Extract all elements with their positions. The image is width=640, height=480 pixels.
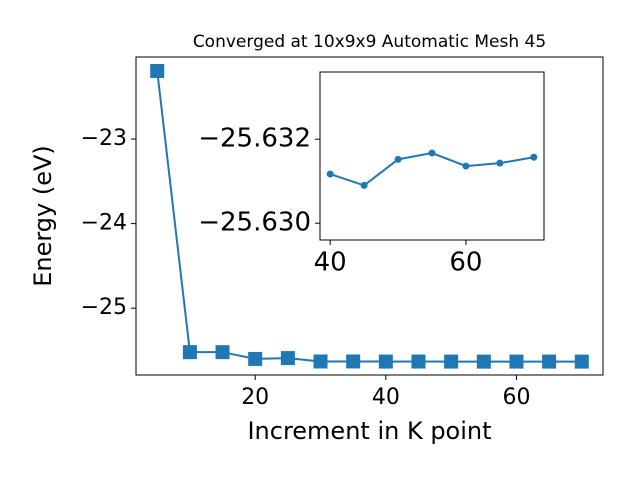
- y-tick-label: −25: [81, 295, 127, 320]
- marker: [150, 63, 165, 78]
- y-tick-label: −23: [81, 126, 127, 151]
- x-tick-label: 60: [502, 385, 530, 410]
- marker: [542, 354, 557, 369]
- x-tick-label: 60: [449, 248, 482, 278]
- chart-title: Converged at 10x9x9 Automatic Mesh 45: [193, 32, 546, 52]
- marker: [428, 149, 436, 157]
- marker: [248, 351, 263, 366]
- marker: [182, 345, 197, 360]
- x-tick-label: 40: [314, 248, 347, 278]
- y-axis-label: Energy (eV): [29, 145, 57, 287]
- marker: [462, 162, 470, 170]
- marker: [411, 354, 426, 369]
- marker: [476, 354, 491, 369]
- marker: [215, 345, 230, 360]
- marker: [346, 354, 361, 369]
- marker: [530, 153, 538, 161]
- y-tick-label: −25.632: [198, 124, 311, 154]
- y-tick-label: −24: [81, 211, 127, 236]
- marker: [280, 351, 295, 366]
- marker: [444, 354, 459, 369]
- x-tick-label: 20: [241, 385, 269, 410]
- marker: [378, 354, 393, 369]
- marker: [360, 181, 368, 189]
- x-axis-label: Increment in K point: [247, 417, 491, 445]
- marker: [326, 170, 334, 178]
- x-tick-label: 40: [372, 385, 400, 410]
- marker: [509, 354, 524, 369]
- marker: [496, 159, 504, 167]
- marker: [394, 155, 402, 163]
- y-tick-label: −25.630: [198, 208, 311, 238]
- marker: [574, 354, 589, 369]
- marker: [313, 354, 328, 369]
